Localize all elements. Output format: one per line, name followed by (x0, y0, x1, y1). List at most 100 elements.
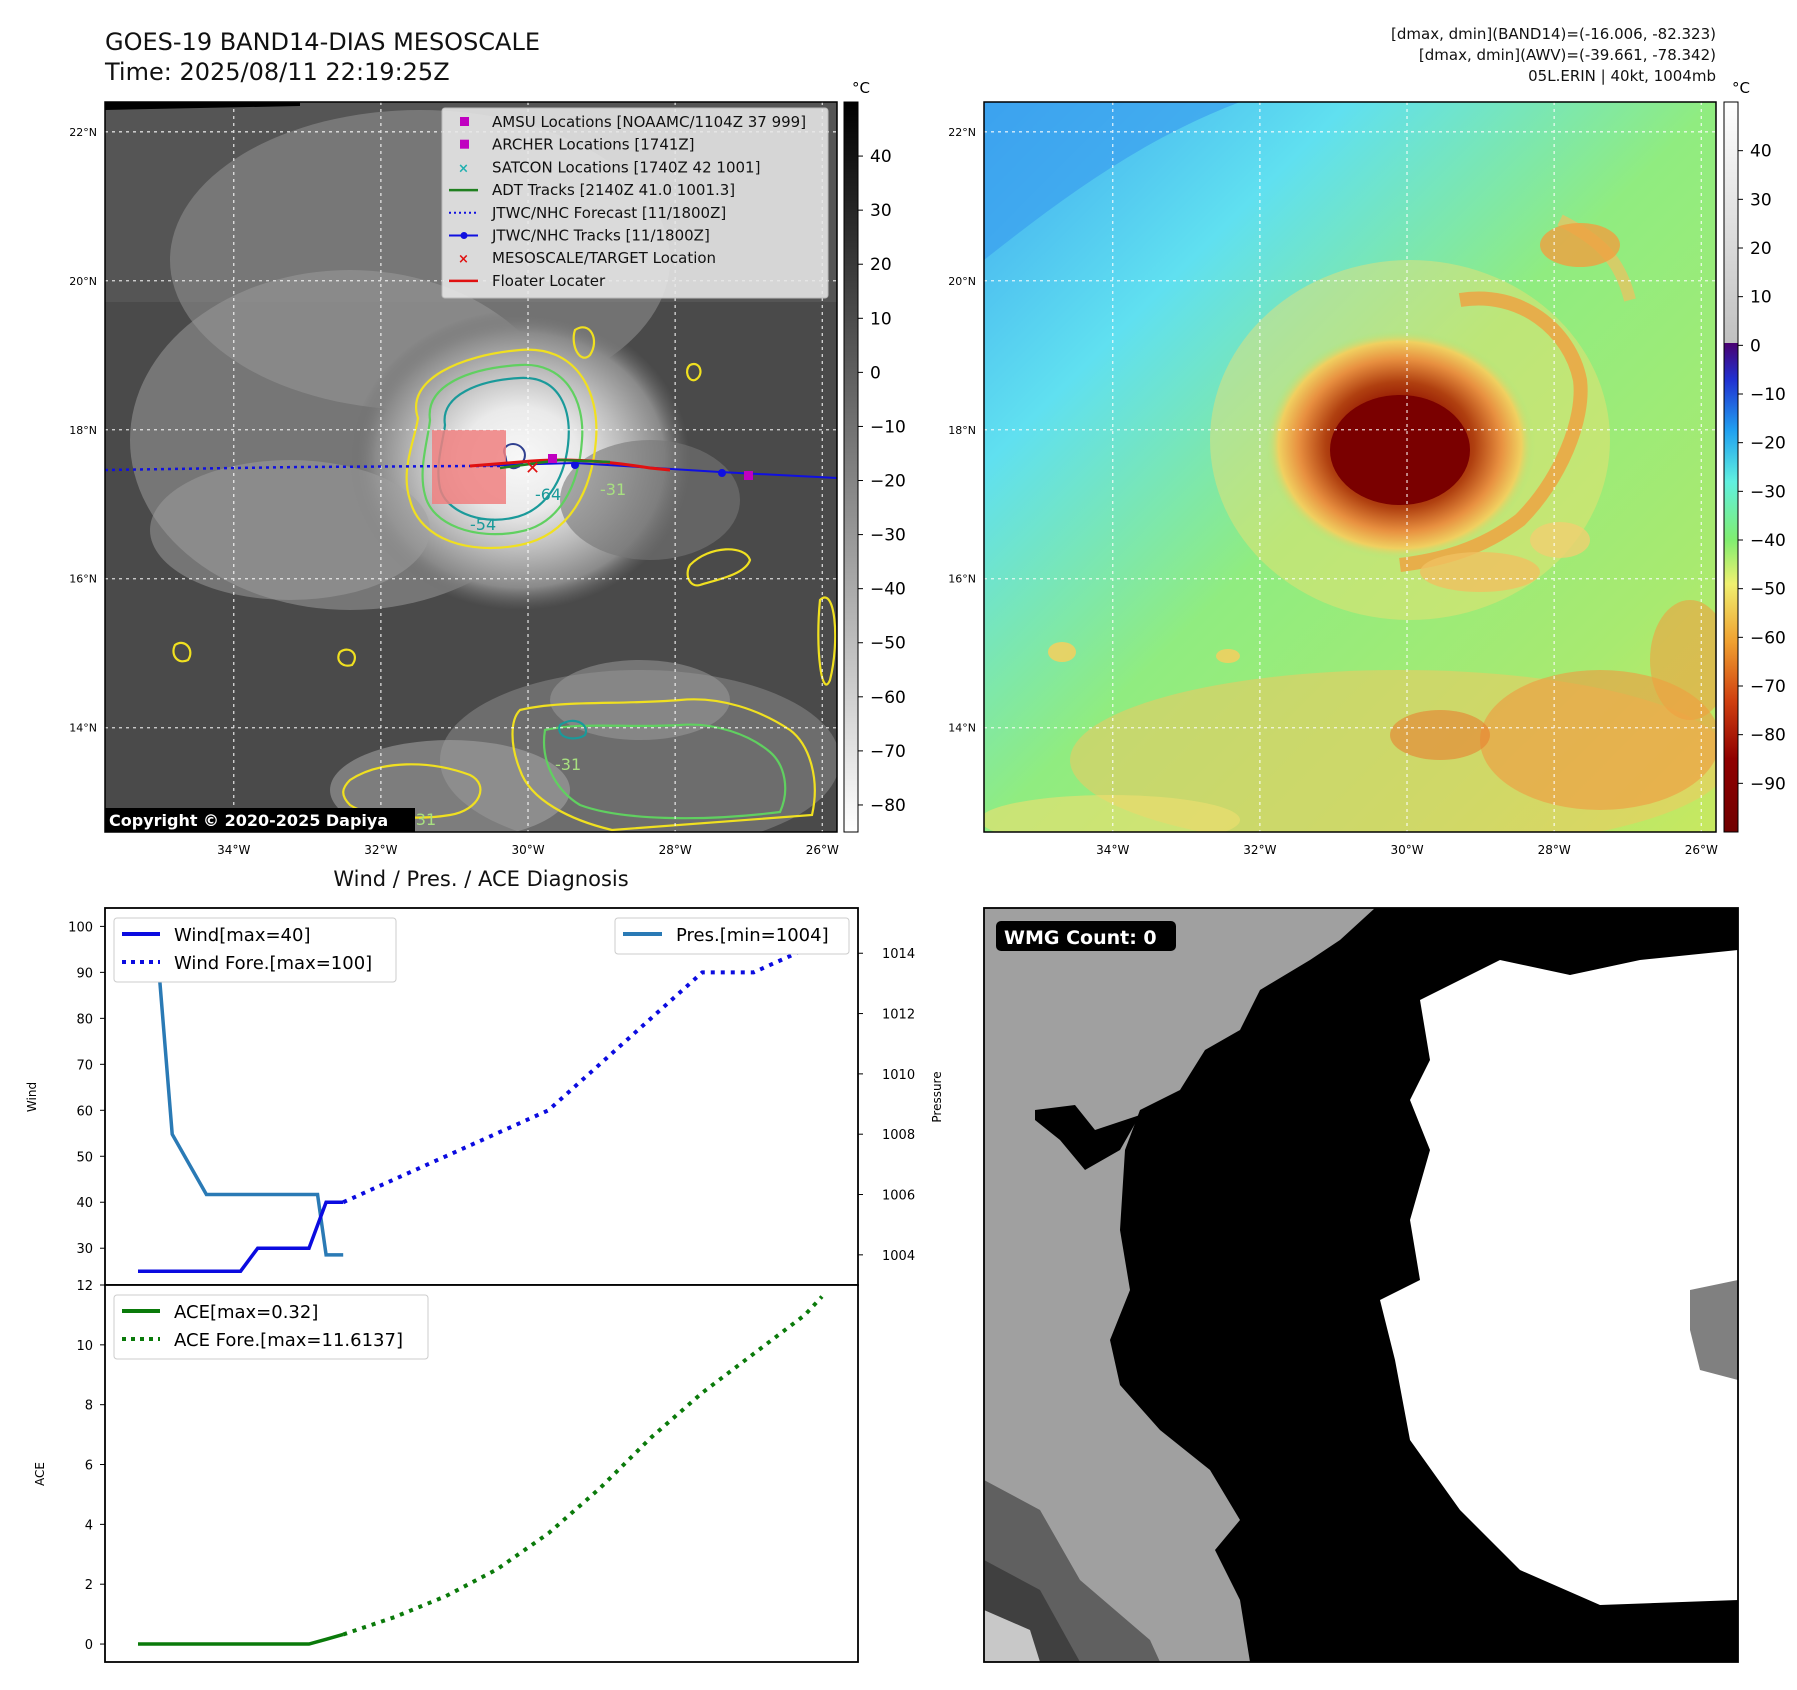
colorbar-tick-label: −30 (1750, 482, 1786, 502)
cyan-x-icon: × (458, 161, 469, 176)
ir-colorbar-unit: °C (852, 79, 870, 97)
colorbar-tick-label: −80 (1750, 726, 1786, 746)
wind-legend: Wind[max=40] Wind Fore.[max=100] (113, 917, 397, 983)
wind-tick-label: 50 (76, 1150, 93, 1165)
lon-tick-label: 26°W (1685, 843, 1718, 857)
wind-tick-label: 80 (76, 1012, 93, 1027)
wind-tick-label: 40 (76, 1196, 93, 1211)
wind-tick-label: 60 (76, 1104, 93, 1119)
ace-forecast-series-line (342, 1295, 824, 1637)
figure-time: Time: 2025/08/11 22:19:25Z (104, 58, 450, 86)
lon-tick-label: 28°W (659, 843, 692, 857)
red-x-icon: × (458, 252, 469, 267)
colorbar-tick-label: 30 (870, 201, 892, 221)
colorbar-tick-label: −60 (1750, 628, 1786, 648)
colorbar-tick-label: −20 (1750, 434, 1786, 454)
colorbar-tick-label: −70 (870, 742, 906, 762)
amsu-marker (744, 471, 753, 480)
adt-track (499, 458, 611, 470)
colorbar-tick-label: 40 (870, 147, 892, 167)
wind-tick-label: 100 (68, 920, 93, 935)
awv-map-frame (983, 101, 1717, 833)
colorbar-tick-label: 0 (870, 363, 881, 383)
lat-tick-label: 22°N (948, 126, 976, 139)
lat-tick-label: 14°N (69, 722, 97, 735)
colorbar-tick-label: 40 (1750, 142, 1772, 162)
target-marker: ✕ (525, 458, 540, 479)
wind-tick-label: 90 (76, 966, 93, 981)
colorbar-tick-label: −10 (870, 417, 906, 437)
colorbar-tick-label: −50 (870, 634, 906, 654)
copyright-text: Copyright © 2020-2025 Dapiya (109, 811, 388, 830)
lon-tick-label: 28°W (1538, 843, 1571, 857)
wind-tick-label: 70 (76, 1058, 93, 1073)
legend-label: AMSU Locations [NOAAMC/1104Z 37 999] (492, 113, 806, 131)
contour-label: -54 (470, 515, 496, 534)
info-storm: 05L.ERIN | 40kt, 1004mb (1528, 67, 1716, 85)
diagnosis-title: Wind / Pres. / ACE Diagnosis (333, 867, 628, 891)
ace-tick-label: 0 (85, 1638, 93, 1653)
blue-dot-line-icon (449, 232, 478, 239)
jtwc-forecast-track (105, 464, 520, 472)
figure-title: GOES-19 BAND14-DIAS MESOSCALE (105, 28, 540, 56)
wmg-frame (983, 907, 1739, 1663)
ace-tick-label: 2 (85, 1578, 93, 1593)
ir-colorbar (843, 101, 859, 833)
lon-tick-label: 34°W (217, 843, 250, 857)
ace-forecast-legend-item: ACE Fore.[max=11.6137] (174, 1330, 403, 1351)
contour-label: -31 (410, 810, 436, 829)
copyright-box (105, 808, 415, 832)
wind-legend-item: Wind[max=40] (174, 925, 311, 946)
wmg-count-text: WMG Count: 0 (1004, 927, 1157, 949)
lat-tick-label: 18°N (948, 424, 976, 437)
pressure-tick-label: 1010 (882, 1068, 915, 1083)
info-awv: [dmax, dmin](AWV)=(-39.661, -78.342) (1419, 46, 1716, 64)
lat-tick-label: 16°N (948, 573, 976, 586)
wind-forecast-legend-item: Wind Fore.[max=100] (174, 953, 372, 974)
ace-tick-label: 4 (85, 1518, 93, 1533)
colorbar-tick-label: −10 (1750, 385, 1786, 405)
legend-label: ARCHER Locations [1741Z] (492, 136, 695, 154)
lon-tick-label: 30°W (1390, 843, 1423, 857)
svg-text:×: × (458, 252, 469, 267)
awv-map-panel (984, 102, 1716, 832)
archer-marker (548, 454, 557, 463)
colorbar-tick-label: −30 (870, 526, 906, 546)
pres-legend: Pres.[min=1004] (614, 917, 850, 955)
contour-label: -31 (555, 755, 581, 774)
pres-legend-item: Pres.[min=1004] (676, 925, 829, 946)
ace-tick-label: 6 (85, 1459, 93, 1474)
pressure-tick-label: 1008 (882, 1128, 915, 1143)
ir-map-frame (104, 101, 838, 833)
pressure-series-line (138, 921, 344, 1257)
colorbar-tick-label: −40 (870, 580, 906, 600)
magenta-square-icon (460, 139, 469, 149)
lat-tick-label: 18°N (69, 424, 97, 437)
ace-axis-label: ACE (33, 1462, 47, 1486)
pressure-tick-label: 1012 (882, 1008, 915, 1023)
legend-label: Floater Locater (492, 272, 606, 290)
lat-tick-label: 20°N (69, 275, 97, 288)
colorbar-tick-label: −50 (1750, 580, 1786, 600)
pressure-tick-label: 1014 (882, 947, 915, 962)
ace-series-line (138, 1632, 344, 1646)
wind-tick-label: 30 (76, 1242, 93, 1257)
colorbar-tick-label: −60 (870, 688, 906, 708)
info-band14: [dmax, dmin](BAND14)=(-16.006, -82.323) (1391, 25, 1716, 43)
legend-label: SATCON Locations [1740Z 42 1001] (492, 158, 760, 176)
colorbar-tick-label: 20 (870, 255, 892, 275)
map-legend: AMSU Locations [NOAAMC/1104Z 37 999] ARCH… (441, 107, 829, 299)
colorbar-tick-label: −80 (870, 796, 906, 816)
lon-tick-label: 32°W (1243, 843, 1276, 857)
ace-legend: ACE[max=0.32] ACE Fore.[max=11.6137] (113, 1294, 429, 1360)
lon-tick-label: 26°W (806, 843, 839, 857)
lon-tick-label: 34°W (1096, 843, 1129, 857)
ace-legend-item: ACE[max=0.32] (174, 1302, 318, 1323)
lon-tick-label: 30°W (511, 843, 544, 857)
ace-tick-label: 12 (76, 1279, 93, 1294)
legend-label: JTWC/NHC Forecast [11/1800Z] (491, 204, 726, 222)
colorbar-tick-label: 20 (1750, 239, 1772, 259)
lat-tick-label: 22°N (69, 126, 97, 139)
colorbar-tick-label: 0 (1750, 336, 1761, 356)
